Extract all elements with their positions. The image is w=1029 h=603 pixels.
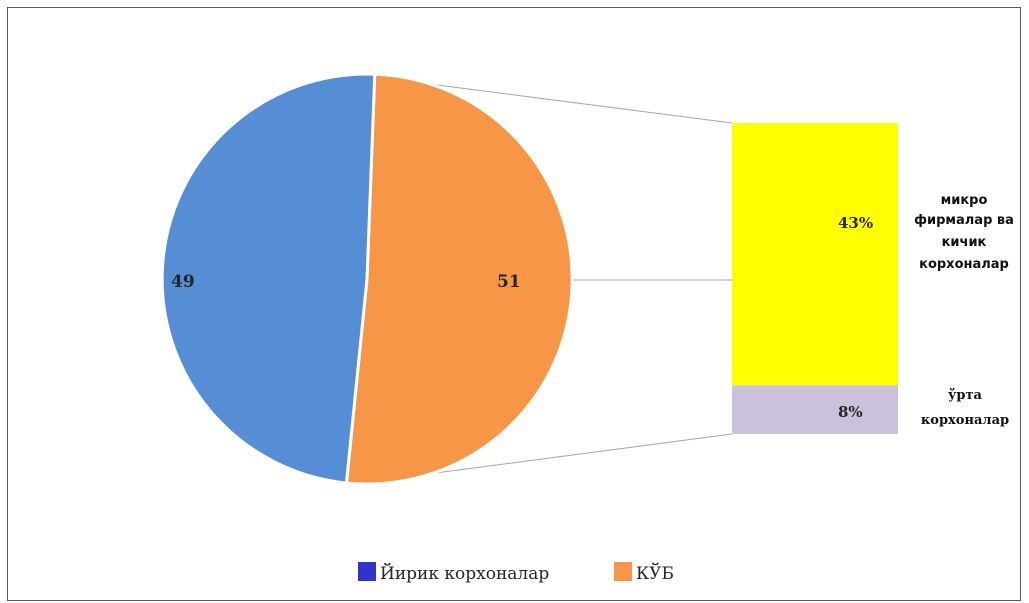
pie-slice-1: [344, 72, 574, 486]
breakdown-category-line: корхоналар: [921, 413, 1009, 428]
legend-swatch-1: [614, 562, 632, 581]
breakdown-category-line: корхоналар: [919, 257, 1009, 272]
breakdown-segment-1: [732, 385, 898, 434]
pie-slice-label-0: 49: [171, 272, 195, 292]
legend: Йирик корхоналар КЎБ: [358, 562, 674, 584]
breakdown-category-line: кичик: [942, 235, 987, 250]
legend-label-0: Йирик корхоналар: [380, 563, 549, 584]
breakdown-category-line: ўрта: [948, 388, 982, 403]
breakdown-labels: 43% 8%: [838, 214, 873, 421]
breakdown-value-label-0: 43%: [838, 214, 873, 232]
breakdown-segment-0: [732, 123, 898, 386]
breakdown-category-line: фирмалар ва: [914, 213, 1014, 228]
legend-swatch-0: [358, 562, 376, 581]
pie-slice-0: [160, 72, 377, 485]
legend-label-1: КЎБ: [636, 562, 674, 584]
pie-labels: 49 51: [171, 272, 521, 292]
breakdown-bar: [732, 123, 898, 434]
breakdown-category-line: микро: [941, 193, 988, 208]
pie-slice-label-1: 51: [497, 272, 521, 292]
pie: [160, 72, 574, 486]
breakdown-value-label-1: 8%: [838, 403, 863, 421]
breakdown-category-labels: микро фирмалар ва кичик корхоналар ўрта …: [914, 193, 1014, 428]
